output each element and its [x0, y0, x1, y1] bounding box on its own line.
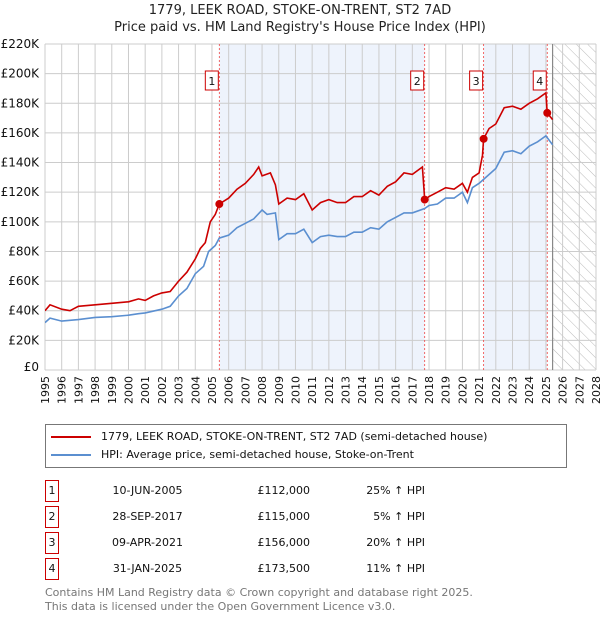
- x-tick-label: 2027: [573, 376, 586, 404]
- sale-point: [543, 108, 552, 117]
- x-tick-label: 2025: [540, 376, 553, 404]
- forecast-hatch: [552, 44, 596, 370]
- shaded-period: [219, 44, 425, 370]
- transaction-hpi-diff: 20% ↑ HPI: [366, 536, 425, 549]
- x-tick-label: 2012: [323, 376, 336, 404]
- x-tick-label: 2009: [273, 376, 286, 404]
- sale-label-box: [410, 70, 425, 91]
- y-tick-label: £80K: [8, 244, 40, 258]
- x-tick-label: 2002: [156, 376, 169, 404]
- y-tick-label: £180K: [1, 96, 41, 110]
- sale-label: 1: [208, 75, 215, 88]
- x-tick-label: 2011: [306, 376, 319, 404]
- transaction-price: £173,500: [257, 562, 311, 575]
- x-tick-label: 2004: [189, 376, 202, 404]
- legend-label-hpi: HPI: Average price, semi-detached house,…: [101, 448, 414, 461]
- sale-label-box: [469, 70, 484, 91]
- transaction-number: 1: [45, 480, 59, 502]
- x-tick-label: 2003: [173, 376, 186, 404]
- transaction-price: £115,000: [257, 510, 311, 523]
- footer-line-1: Contains HM Land Registry data © Crown c…: [45, 586, 473, 599]
- transaction-hpi-diff: 11% ↑ HPI: [366, 562, 425, 575]
- x-tick-label: 2020: [456, 376, 469, 404]
- legend: 1779, LEEK ROAD, STOKE-ON-TRENT, ST2 7AD…: [45, 424, 567, 468]
- transaction-hpi-diff: 25% ↑ HPI: [366, 484, 425, 497]
- y-tick-label: £20K: [8, 333, 40, 347]
- transaction-price: £156,000: [257, 536, 311, 549]
- x-tick-label: 1996: [56, 376, 69, 404]
- x-tick-label: 1999: [106, 376, 119, 404]
- x-tick-label: 2001: [139, 376, 152, 404]
- x-tick-label: 1997: [72, 376, 85, 404]
- transaction-row: 1 10-JUN-2005 £112,000 25% ↑ HPI: [45, 480, 445, 502]
- chart-subtitle: Price paid vs. HM Land Registry's House …: [114, 20, 486, 35]
- legend-item-hpi: HPI: Average price, semi-detached house,…: [51, 448, 414, 462]
- x-tick-label: 2005: [206, 376, 219, 404]
- sale-label-box: [532, 70, 547, 91]
- transaction-date: 31-JAN-2025: [112, 562, 183, 575]
- transaction-date: 28-SEP-2017: [112, 510, 183, 523]
- x-tick-label: 2007: [239, 376, 252, 404]
- x-tick-label: 2010: [289, 376, 302, 404]
- x-tick-label: 2015: [373, 376, 386, 404]
- sale-label: 2: [414, 75, 421, 88]
- transaction-date: 10-JUN-2005: [112, 484, 183, 497]
- x-tick-label: 1998: [89, 376, 102, 404]
- transaction-row: 4 31-JAN-2025 £173,500 11% ↑ HPI: [45, 558, 445, 580]
- x-tick-label: 2006: [223, 376, 236, 404]
- y-tick-label: £0: [24, 360, 39, 374]
- x-tick-label: 2028: [590, 376, 600, 404]
- transaction-price: £112,000: [257, 484, 311, 497]
- sale-point: [479, 134, 488, 143]
- property-price-line: [45, 91, 554, 312]
- x-tick-label: 2014: [356, 376, 369, 404]
- sale-label: 4: [536, 75, 543, 88]
- x-tick-label: 2021: [473, 376, 486, 404]
- footer-line-2: This data is licensed under the Open Gov…: [45, 600, 396, 613]
- transaction-number: 4: [45, 558, 59, 580]
- x-tick-label: 2018: [423, 376, 436, 404]
- price-chart: 1995 1996 1997 1998 1999 2000 2001 2002 2003 2004…: [1, 37, 600, 404]
- x-tick-label: 2000: [122, 376, 135, 404]
- y-tick-label: £120K: [1, 185, 41, 199]
- sale-point: [420, 195, 429, 204]
- legend-swatch-property: [51, 436, 91, 438]
- shaded-period: [483, 44, 548, 370]
- x-tick-label: 2013: [340, 376, 353, 404]
- sale-label-box: [204, 70, 219, 91]
- legend-label-property: 1779, LEEK ROAD, STOKE-ON-TRENT, ST2 7AD…: [101, 430, 488, 443]
- x-tick-label: 2023: [507, 376, 520, 404]
- y-tick-label: £160K: [1, 126, 41, 140]
- transaction-number: 3: [45, 532, 59, 554]
- chart-title: 1779, LEEK ROAD, STOKE-ON-TRENT, ST2 7AD: [148, 3, 452, 18]
- x-tick-label: 2024: [523, 376, 536, 404]
- y-tick-label: £200K: [1, 67, 41, 81]
- transaction-date: 09-APR-2021: [111, 536, 184, 549]
- transaction-row: 2 28-SEP-2017 £115,000 5% ↑ HPI: [45, 506, 445, 528]
- y-tick-label: £100K: [1, 215, 41, 229]
- transaction-row: 3 09-APR-2021 £156,000 20% ↑ HPI: [45, 532, 445, 554]
- legend-swatch-hpi: [51, 454, 91, 456]
- sale-label: 3: [473, 75, 480, 88]
- y-tick-label: £220K: [1, 37, 41, 51]
- transaction-number: 2: [45, 506, 59, 528]
- x-tick-label: 2017: [406, 376, 419, 404]
- legend-item-property: 1779, LEEK ROAD, STOKE-ON-TRENT, ST2 7AD…: [51, 430, 487, 444]
- hpi-line: [45, 134, 554, 324]
- footer: Contains HM Land Registry data © Crown c…: [45, 586, 473, 614]
- y-tick-label: £140K: [1, 156, 41, 170]
- x-tick-label: 2019: [440, 376, 453, 404]
- sale-point: [215, 200, 224, 209]
- x-tick-label: 1995: [39, 376, 52, 404]
- y-tick-label: £60K: [8, 274, 40, 288]
- transaction-hpi-diff: 5% ↑ HPI: [373, 510, 425, 523]
- x-tick-label: 2016: [390, 376, 403, 404]
- y-tick-label: £40K: [8, 304, 40, 318]
- x-tick-label: 2022: [490, 376, 503, 404]
- x-tick-label: 2008: [256, 376, 269, 404]
- x-tick-label: 2026: [557, 376, 570, 404]
